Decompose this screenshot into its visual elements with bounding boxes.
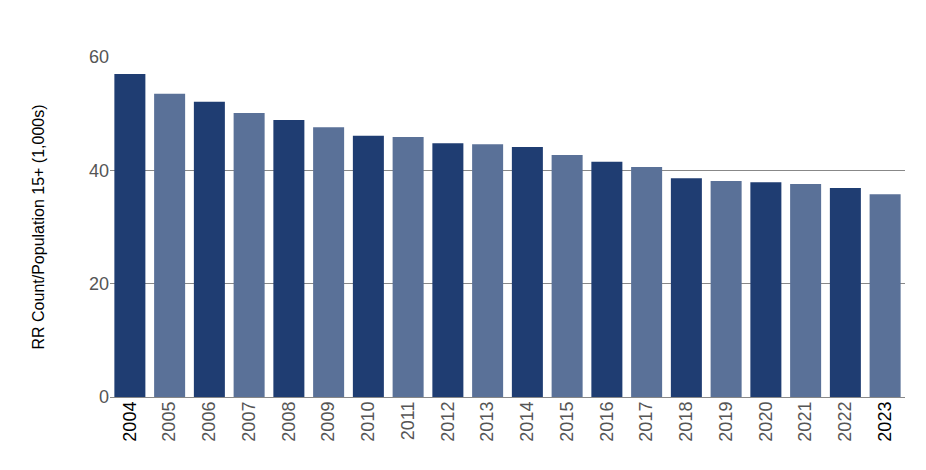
svg-text:2021: 2021 — [795, 402, 815, 442]
svg-text:2011: 2011 — [398, 402, 418, 441]
svg-text:2019: 2019 — [716, 402, 736, 442]
svg-text:2008: 2008 — [279, 402, 299, 442]
svg-text:2015: 2015 — [557, 402, 577, 442]
svg-text:2016: 2016 — [597, 402, 617, 442]
svg-text:2014: 2014 — [517, 402, 537, 442]
svg-text:2007: 2007 — [239, 402, 259, 442]
svg-text:2005: 2005 — [159, 402, 179, 442]
svg-text:20: 20 — [89, 274, 109, 294]
svg-text:0: 0 — [99, 387, 109, 407]
svg-text:2022: 2022 — [835, 402, 855, 442]
svg-text:RR Count/Population 15+ (1,000: RR Count/Population 15+ (1,000s) — [30, 104, 47, 349]
svg-text:60: 60 — [89, 47, 109, 67]
svg-text:2010: 2010 — [358, 402, 378, 442]
svg-text:2017: 2017 — [636, 402, 656, 442]
svg-text:2006: 2006 — [199, 402, 219, 442]
svg-text:2018: 2018 — [676, 402, 696, 442]
svg-text:2009: 2009 — [318, 402, 338, 442]
svg-text:2012: 2012 — [438, 402, 458, 442]
svg-text:40: 40 — [89, 161, 109, 181]
svg-text:2023: 2023 — [875, 402, 895, 442]
svg-text:2004: 2004 — [120, 402, 140, 442]
svg-text:2013: 2013 — [477, 402, 497, 442]
svg-text:2020: 2020 — [756, 402, 776, 442]
